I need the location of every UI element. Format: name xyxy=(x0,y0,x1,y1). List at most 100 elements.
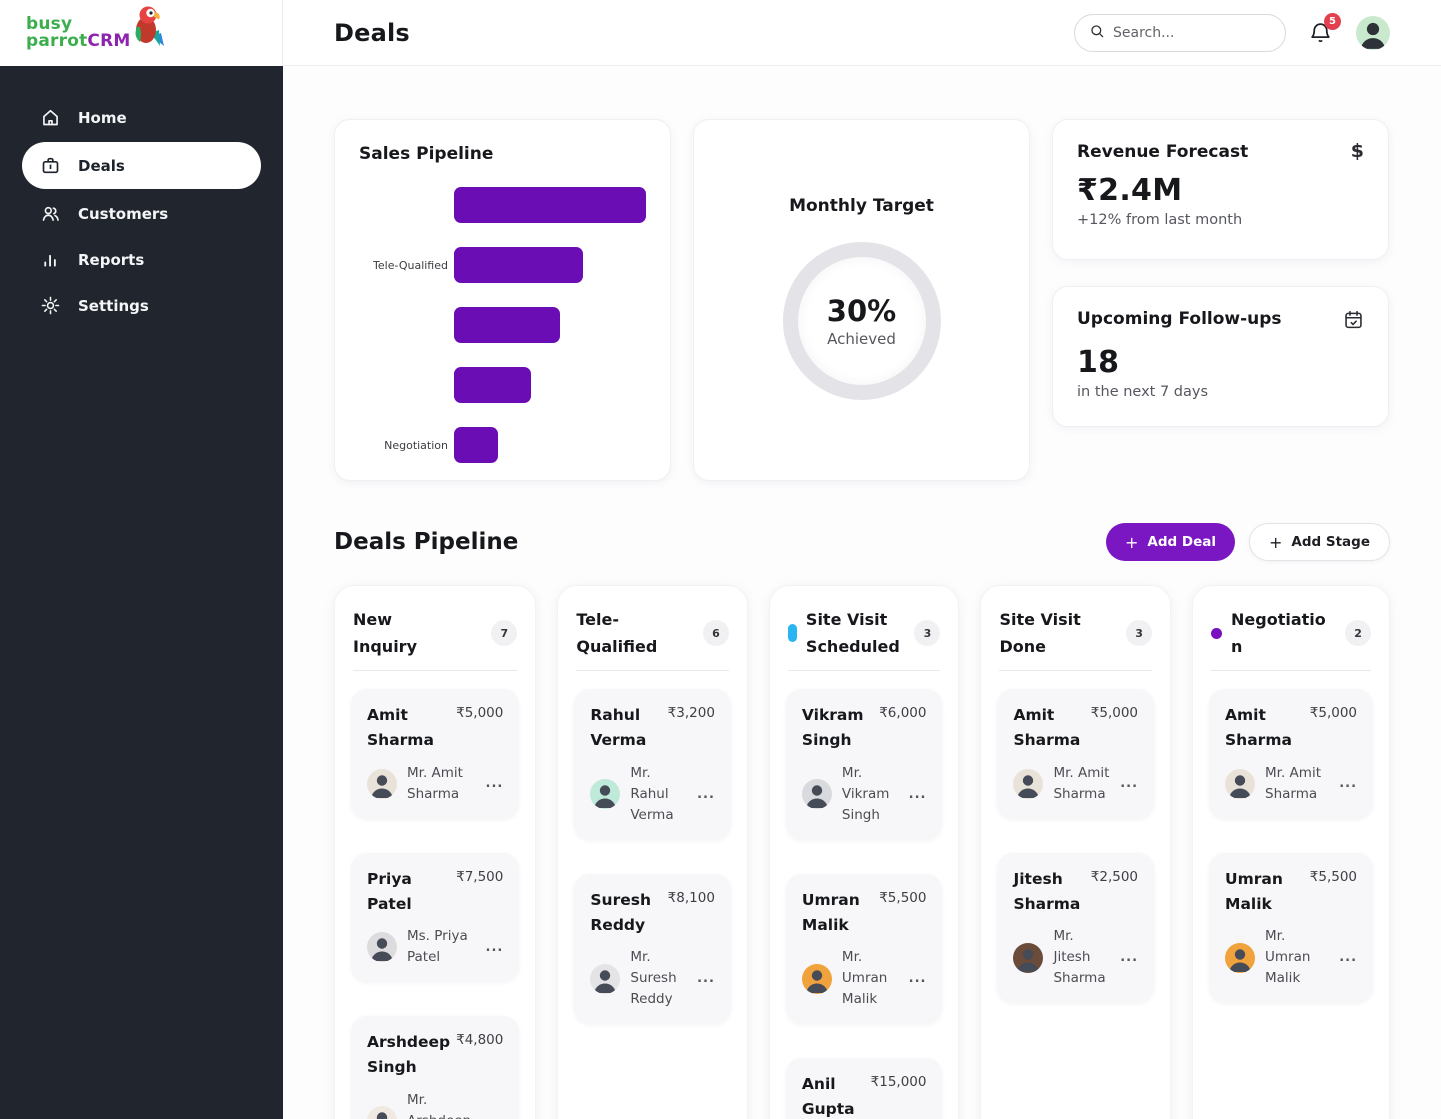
deal-amount: ₹2,500 xyxy=(1090,868,1139,885)
deal-card-suresh-reddy[interactable]: Suresh Reddy ₹8,100 Mr. Suresh Reddy ... xyxy=(574,873,731,1025)
contact-avatar xyxy=(367,1106,397,1119)
target-caption: Achieved xyxy=(827,330,896,348)
deal-amount: ₹5,000 xyxy=(456,705,504,722)
sidebar-item-label: Settings xyxy=(78,296,149,315)
contact-avatar xyxy=(1225,942,1256,973)
bell-icon xyxy=(1308,22,1333,49)
deal-menu-ellipsis-icon[interactable]: ... xyxy=(697,786,715,802)
sidebar-item-deals[interactable]: Deals xyxy=(22,142,261,189)
sidebar-item-label: Reports xyxy=(78,250,145,269)
sidebar-item-home[interactable]: Home xyxy=(22,96,261,139)
sidebar-item-customers[interactable]: Customers xyxy=(22,192,261,235)
calendar-check-icon xyxy=(1343,309,1364,334)
deal-menu-ellipsis-icon[interactable]: ... xyxy=(1120,776,1139,792)
stage-count-badge: 3 xyxy=(914,620,941,647)
pipeline-bar xyxy=(454,247,583,283)
brand-logo: busy parrotCRM xyxy=(0,0,283,66)
deal-name: Amit Sharma xyxy=(367,706,434,750)
pipeline-bar-row xyxy=(359,187,646,223)
stage-divider xyxy=(353,670,518,672)
deal-card-amit-sharma[interactable]: Amit Sharma ₹5,000 Mr. Amit Sharma ... xyxy=(1209,689,1374,819)
deal-menu-ellipsis-icon[interactable]: ... xyxy=(908,971,927,987)
revenue-forecast-value: ₹2.4M xyxy=(1077,173,1183,208)
deal-card-rahul-verma[interactable]: Rahul Verma ₹3,200 Mr. Rahul Verma ... xyxy=(574,689,731,840)
deal-amount: ₹5,500 xyxy=(879,889,927,906)
deal-amount: ₹5,000 xyxy=(1090,705,1139,722)
deal-amount: ₹6,000 xyxy=(879,705,927,722)
stage-indicator-pill xyxy=(787,624,797,643)
deal-menu-ellipsis-icon[interactable]: ... xyxy=(1120,950,1139,966)
kanban-board: New Inquiry 7 Amit Sharma ₹5,000 Mr. Ami… xyxy=(334,585,1391,1119)
followups-value: 18 xyxy=(1077,345,1120,380)
contact-avatar xyxy=(367,768,397,799)
deal-card-amit-sharma[interactable]: Amit Sharma ₹5,000 Mr. Amit Sharma ... xyxy=(351,689,520,819)
top-header: Deals 5 xyxy=(283,0,1441,66)
notifications-button[interactable]: 5 xyxy=(1308,12,1341,49)
sidebar-item-settings[interactable]: Settings xyxy=(22,284,261,327)
deal-menu-ellipsis-icon[interactable]: ... xyxy=(485,776,504,792)
contact-avatar xyxy=(1013,768,1044,799)
contact-avatar xyxy=(590,779,621,810)
deal-contact-name: Mr. Amit Sharma xyxy=(1053,764,1110,802)
deal-menu-ellipsis-icon[interactable]: ... xyxy=(908,786,927,802)
deal-amount: ₹5,000 xyxy=(1309,705,1358,722)
deal-menu-ellipsis-icon[interactable]: ... xyxy=(1339,950,1358,966)
contact-avatar xyxy=(1225,768,1256,799)
deal-menu-ellipsis-icon[interactable]: ... xyxy=(1339,776,1358,792)
pipeline-bar xyxy=(454,187,646,223)
contact-avatar xyxy=(1013,942,1044,973)
deal-card-amit-sharma[interactable]: Amit Sharma ₹5,000 Mr. Amit Sharma ... xyxy=(997,689,1155,819)
add-stage-button[interactable]: + Add Stage xyxy=(1249,523,1390,561)
pipeline-column-negotiation: Negotiation 2 Amit Sharma ₹5,000 Mr. Ami… xyxy=(1192,585,1391,1119)
contact-avatar xyxy=(367,932,397,963)
stage-title: Negotiation xyxy=(1231,610,1326,657)
followups-title: Upcoming Follow-ups xyxy=(1077,309,1282,329)
deal-name: Arshdeep Singh xyxy=(367,1033,451,1077)
deals-pipeline-heading: Deals Pipeline xyxy=(334,529,519,555)
plus-icon: + xyxy=(1269,532,1283,552)
followups-caption: in the next 7 days xyxy=(1077,384,1209,400)
deal-amount: ₹5,500 xyxy=(1309,868,1358,885)
stage-indicator-dot xyxy=(1211,627,1223,639)
home-icon xyxy=(40,107,61,128)
page-title: Deals xyxy=(334,18,410,47)
pipeline-column-new-inquiry: New Inquiry 7 Amit Sharma ₹5,000 Mr. Ami… xyxy=(334,585,537,1119)
deal-card-umran-malik[interactable]: Umran Malik ₹5,500 Mr. Umran Malik ... xyxy=(1209,852,1374,1004)
deal-contact-name: Mr. Rahul Verma xyxy=(630,764,674,823)
stage-count-badge: 6 xyxy=(702,620,729,647)
sales-pipeline-card: Sales Pipeline Tele-Qualified Negotiatio… xyxy=(334,119,671,481)
revenue-forecast-title: Revenue Forecast xyxy=(1077,142,1249,162)
sidebar: busy parrotCRM Home Deals Customers xyxy=(0,0,283,1119)
add-deal-button[interactable]: + Add Deal xyxy=(1106,523,1235,561)
revenue-forecast-card: Revenue Forecast $ ₹2.4M +12% from last … xyxy=(1052,119,1389,260)
deal-contact-name: Mr. Amit Sharma xyxy=(407,764,463,802)
stage-divider xyxy=(999,670,1153,672)
sales-pipeline-chart: Tele-Qualified Negotiation xyxy=(359,187,646,463)
sidebar-item-reports[interactable]: Reports xyxy=(22,238,261,281)
contact-avatar xyxy=(801,779,832,810)
deal-card-vikram-singh[interactable]: Vikram Singh ₹6,000 Mr. Vikram Singh ... xyxy=(785,689,943,840)
deal-menu-ellipsis-icon[interactable]: ... xyxy=(486,1114,504,1119)
deal-contact-name: Mr. Umran Malik xyxy=(1265,928,1311,987)
stage-title: Tele-Qualified xyxy=(576,610,658,657)
deal-amount: ₹4,800 xyxy=(456,1032,504,1049)
search-input[interactable] xyxy=(1113,24,1253,41)
deal-card-jitesh-sharma[interactable]: Jitesh Sharma ₹2,500 Mr. Jitesh Sharma .… xyxy=(997,852,1155,1004)
upcoming-followups-card: Upcoming Follow-ups 18 in the next 7 day… xyxy=(1052,286,1389,427)
user-avatar[interactable] xyxy=(1356,15,1390,50)
deal-name: Amit Sharma xyxy=(1225,706,1292,750)
deal-card-umran-malik[interactable]: Umran Malik ₹5,500 Mr. Umran Malik ... xyxy=(785,873,943,1025)
deal-card-priya-patel[interactable]: Priya Patel ₹7,500 Ms. Priya Patel ... xyxy=(351,852,520,983)
deal-amount: ₹8,100 xyxy=(667,889,715,906)
brand-line2: parrot xyxy=(26,31,88,51)
contact-avatar xyxy=(590,963,621,994)
deal-menu-ellipsis-icon[interactable]: ... xyxy=(697,971,715,987)
deal-menu-ellipsis-icon[interactable]: ... xyxy=(485,939,504,955)
deal-card-arshdeep-singh[interactable]: Arshdeep Singh ₹4,800 Mr. Arshdeep Singh… xyxy=(351,1016,520,1119)
deal-card-anil-gupta[interactable]: Anil Gupta ₹15,000 Mr. Anil Gupta ... xyxy=(785,1058,943,1119)
plus-icon: + xyxy=(1125,532,1139,552)
stage-title: Site Visit Done xyxy=(999,610,1081,657)
target-progress-ring: 30% Achieved xyxy=(782,242,941,400)
pipeline-bar-row: Negotiation xyxy=(359,427,646,463)
stage-title: Site Visit Scheduled xyxy=(805,610,900,657)
